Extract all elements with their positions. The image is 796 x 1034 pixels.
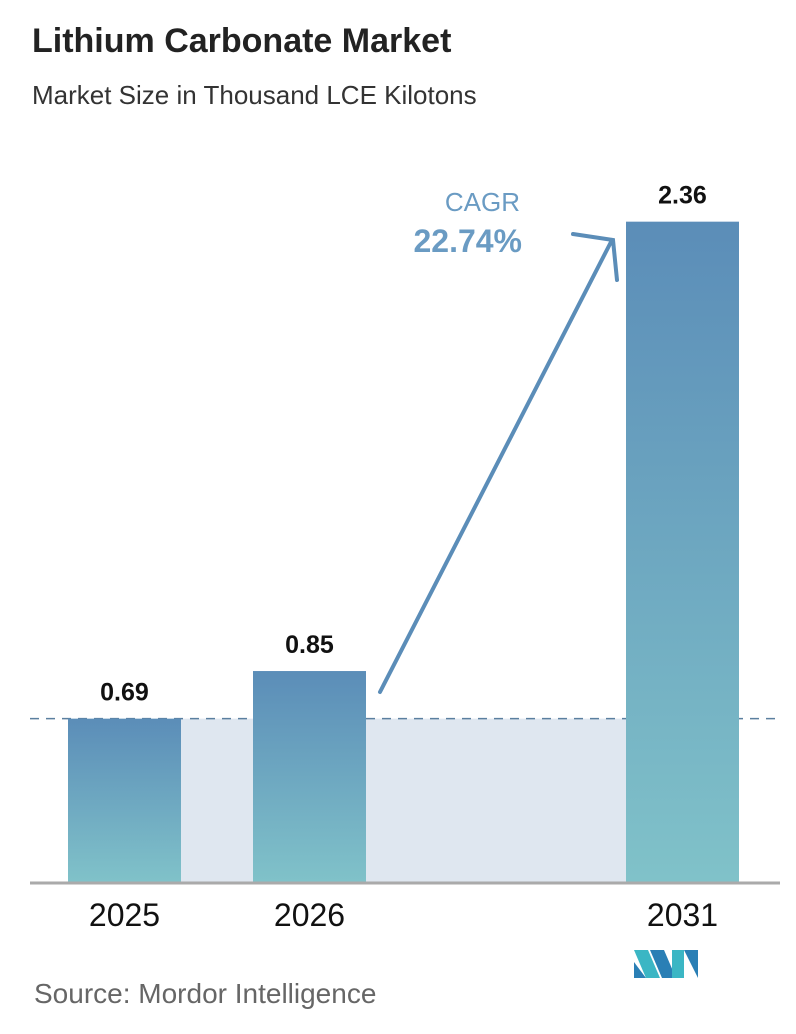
logo bbox=[634, 950, 698, 978]
reference-band bbox=[181, 718, 626, 882]
bar-2025 bbox=[68, 718, 181, 882]
chart-title: Lithium Carbonate Market bbox=[32, 22, 452, 60]
cagr-arrow bbox=[378, 232, 619, 694]
x-tick-label-2025: 2025 bbox=[89, 897, 160, 933]
x-tick-label-2026: 2026 bbox=[274, 897, 345, 933]
x-tick-label-2031: 2031 bbox=[647, 897, 718, 933]
value-label-2025: 0.69 bbox=[100, 679, 149, 707]
value-label-2031: 2.36 bbox=[658, 182, 707, 210]
chart-subtitle: Market Size in Thousand LCE Kilotons bbox=[32, 80, 477, 110]
cagr-value: 22.74% bbox=[413, 223, 522, 259]
cagr-label: CAGR bbox=[445, 187, 520, 217]
bar-2026 bbox=[253, 671, 366, 882]
value-label-2026: 0.85 bbox=[285, 631, 334, 659]
source-label: Source: Mordor Intelligence bbox=[34, 978, 377, 1009]
bar-2031 bbox=[626, 221, 739, 882]
